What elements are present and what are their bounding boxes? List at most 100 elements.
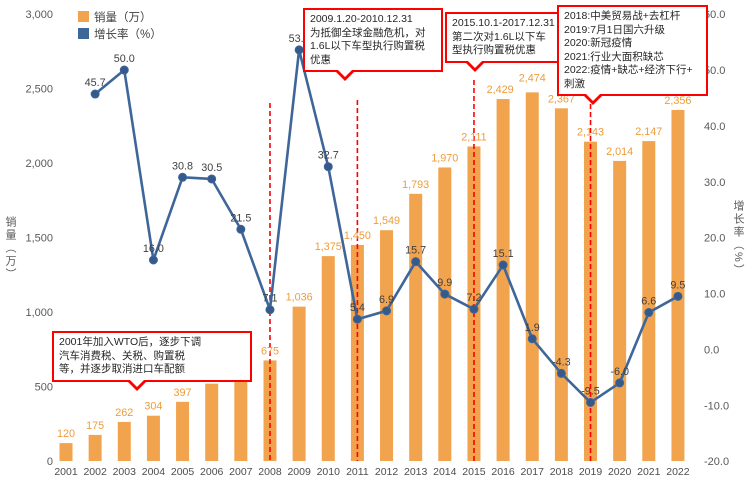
bar-label-2010: 1,375 xyxy=(315,241,342,253)
left-axis-tick: 1,000 xyxy=(25,307,53,319)
growth-label-2015: 7.2 xyxy=(466,292,481,304)
bar-label-2016: 2,429 xyxy=(487,84,514,96)
left-axis-tick: 500 xyxy=(35,382,53,394)
growth-point-2015 xyxy=(469,304,479,314)
bar-label-2008: 675 xyxy=(261,345,279,357)
growth-label-2008: 7.1 xyxy=(262,293,277,305)
growth-point-2013 xyxy=(411,257,421,267)
annotation-2018-2022-events: 2018:中美贸易战+去杠杆 2019:7月1日国六升级 2020:新冠疫情 2… xyxy=(557,5,708,105)
growth-point-2017 xyxy=(527,334,537,344)
left-axis-tick: 0 xyxy=(47,456,53,468)
growth-point-2018 xyxy=(556,368,566,378)
x-axis-label-2014: 2014 xyxy=(433,466,457,478)
growth-label-2011: 5.4 xyxy=(350,302,365,314)
legend-item-growth: 增长率（%） xyxy=(78,25,162,42)
growth-label-2022: 9.5 xyxy=(670,279,685,291)
right-axis-tick: 0.0 xyxy=(704,344,719,356)
right-axis-tick: 50.0 xyxy=(704,65,725,77)
x-axis-label-2020: 2020 xyxy=(608,466,632,478)
bar-label-2019: 2,143 xyxy=(577,127,604,139)
legend-label-sales: 销量（万） xyxy=(94,11,152,24)
bar-label-2009: 1,036 xyxy=(286,292,313,304)
x-axis-label-2016: 2016 xyxy=(491,466,515,478)
growth-label-2007: 21.5 xyxy=(230,212,251,224)
bar-2003 xyxy=(117,421,131,461)
growth-label-2019: -9.5 xyxy=(581,385,600,397)
x-axis-label-2012: 2012 xyxy=(375,466,399,478)
bar-2013 xyxy=(409,193,423,461)
bar-2019 xyxy=(584,141,598,461)
x-axis-label-2009: 2009 xyxy=(287,466,311,478)
right-axis-tick: 30.0 xyxy=(704,177,725,189)
right-axis-tick: 60.0 xyxy=(704,9,725,21)
growth-label-2005: 30.8 xyxy=(172,160,193,172)
bar-label-2013: 1,793 xyxy=(402,179,429,191)
bar-label-2022: 2,356 xyxy=(664,95,691,107)
growth-label-2014: 9.9 xyxy=(437,277,452,289)
growth-point-2008 xyxy=(265,305,275,315)
bar-2017 xyxy=(525,92,539,462)
growth-point-2014 xyxy=(440,289,450,299)
growth-label-2016: 15.1 xyxy=(493,248,514,260)
bar-2004 xyxy=(146,415,160,461)
x-axis-label-2019: 2019 xyxy=(579,466,603,478)
bar-label-2001: 120 xyxy=(57,428,75,440)
x-axis-label-2010: 2010 xyxy=(317,466,341,478)
growth-point-2009 xyxy=(294,45,304,55)
growth-swatch xyxy=(78,28,89,39)
left-axis-tick: 2,000 xyxy=(25,158,53,170)
x-axis-label-2011: 2011 xyxy=(346,466,369,478)
growth-point-2011 xyxy=(352,314,362,324)
bar-2009 xyxy=(292,306,306,461)
growth-label-2006: 30.5 xyxy=(201,162,222,174)
growth-label-2018: -4.3 xyxy=(552,356,571,368)
growth-label-2020: -6.0 xyxy=(610,366,629,378)
growth-label-2002: 45.7 xyxy=(85,77,106,89)
x-axis-label-2002: 2002 xyxy=(83,466,107,478)
x-axis-label-2005: 2005 xyxy=(171,466,195,478)
growth-label-2010: 32.7 xyxy=(318,150,339,162)
x-axis-label-2021: 2021 xyxy=(637,466,661,478)
annotation-2009-tax-policy: 2009.1.20-2010.12.31 为抵御全球金融危机，对 1.6L以下车… xyxy=(303,8,443,81)
growth-label-2012: 6.9 xyxy=(379,294,394,306)
bar-2018 xyxy=(554,108,568,461)
right-axis-tick: -10.0 xyxy=(704,400,729,412)
x-axis-label-2017: 2017 xyxy=(521,466,545,478)
legend: 销量（万） 增长率（%） xyxy=(78,8,162,42)
growth-point-2005 xyxy=(178,172,188,182)
legend-item-sales: 销量（万） xyxy=(78,8,162,25)
growth-point-2004 xyxy=(148,255,158,265)
growth-label-2021: 6.6 xyxy=(641,296,656,308)
bar-label-2005: 397 xyxy=(174,387,192,399)
x-axis-label-2004: 2004 xyxy=(142,466,166,478)
bar-label-2003: 262 xyxy=(115,407,133,419)
x-axis-label-2022: 2022 xyxy=(666,466,690,478)
left-axis-tick: 1,500 xyxy=(25,233,53,245)
growth-point-2016 xyxy=(498,260,508,270)
growth-label-2013: 15.7 xyxy=(405,245,426,257)
bar-2016 xyxy=(496,99,510,461)
growth-point-2019 xyxy=(586,397,596,407)
bar-2006 xyxy=(205,383,219,461)
bar-2021 xyxy=(642,141,656,462)
right-axis-title: 增长率（%） xyxy=(732,200,744,277)
x-axis-label-2006: 2006 xyxy=(200,466,224,478)
sales-swatch xyxy=(78,11,89,22)
left-axis-title: 销量（万） xyxy=(4,216,16,281)
bar-2002 xyxy=(88,434,102,461)
x-axis-label-2008: 2008 xyxy=(258,466,282,478)
right-axis-tick: 20.0 xyxy=(704,233,725,245)
annotation-wto-policy: 2001年加入WTO后，逐步下调 汽车消费税、关税、购置税 等，并逐步取消进口车… xyxy=(52,331,252,390)
growth-point-2002 xyxy=(90,89,100,99)
legend-label-growth: 增长率（%） xyxy=(94,28,162,41)
growth-point-2003 xyxy=(119,65,129,75)
x-axis-label-2001: 2001 xyxy=(54,466,78,478)
growth-label-2017: 1.9 xyxy=(525,322,540,334)
bar-2015 xyxy=(467,146,481,461)
bar-label-2014: 1,970 xyxy=(431,152,458,164)
growth-point-2010 xyxy=(323,162,333,172)
bar-label-2004: 304 xyxy=(144,401,162,413)
bar-label-2012: 1,549 xyxy=(373,215,400,227)
growth-label-2003: 50.0 xyxy=(114,53,135,65)
